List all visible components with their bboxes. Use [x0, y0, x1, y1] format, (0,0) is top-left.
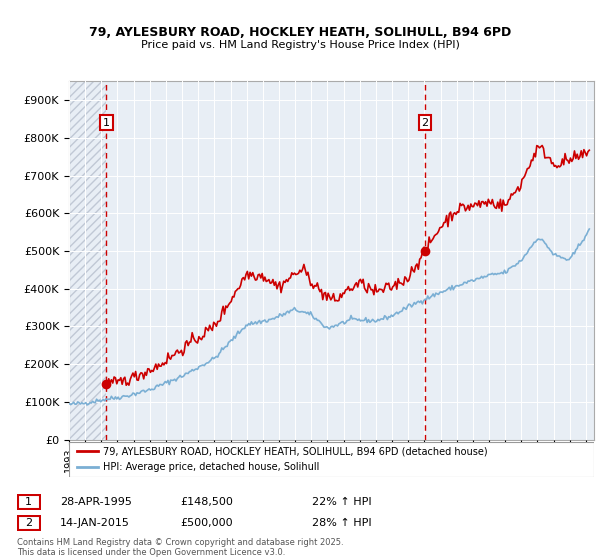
FancyBboxPatch shape: [18, 516, 40, 530]
Text: Contains HM Land Registry data © Crown copyright and database right 2025.
This d: Contains HM Land Registry data © Crown c…: [17, 538, 343, 557]
Text: 28-APR-1995: 28-APR-1995: [60, 497, 132, 507]
Bar: [69, 81, 106, 440]
Text: HPI: Average price, detached house, Solihull: HPI: Average price, detached house, Soli…: [103, 463, 320, 473]
Text: £148,500: £148,500: [180, 497, 233, 507]
Text: £500,000: £500,000: [180, 518, 233, 528]
Text: 1: 1: [25, 497, 32, 507]
FancyBboxPatch shape: [69, 442, 594, 477]
Text: Price paid vs. HM Land Registry's House Price Index (HPI): Price paid vs. HM Land Registry's House …: [140, 40, 460, 50]
Text: 2: 2: [25, 518, 32, 528]
Text: 22% ↑ HPI: 22% ↑ HPI: [312, 497, 371, 507]
Text: 14-JAN-2015: 14-JAN-2015: [60, 518, 130, 528]
Text: 2: 2: [421, 118, 428, 128]
FancyBboxPatch shape: [18, 494, 40, 509]
Text: 1: 1: [103, 118, 110, 128]
Text: 79, AYLESBURY ROAD, HOCKLEY HEATH, SOLIHULL, B94 6PD: 79, AYLESBURY ROAD, HOCKLEY HEATH, SOLIH…: [89, 26, 511, 39]
Text: 79, AYLESBURY ROAD, HOCKLEY HEATH, SOLIHULL, B94 6PD (detached house): 79, AYLESBURY ROAD, HOCKLEY HEATH, SOLIH…: [103, 446, 488, 456]
Text: 28% ↑ HPI: 28% ↑ HPI: [312, 518, 371, 528]
